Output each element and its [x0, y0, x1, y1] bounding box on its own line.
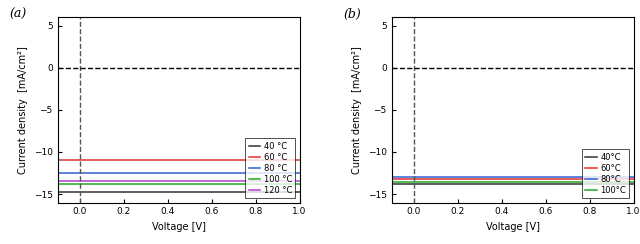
- 60 °C: [198, 159, 205, 162]
- 60 °C: [202, 159, 209, 162]
- 80 °C: [202, 172, 209, 174]
- 80 °C: [197, 172, 205, 174]
- 80 °C: [296, 172, 303, 174]
- 60°C: [531, 177, 539, 180]
- 80°C: [388, 176, 396, 179]
- 60 °C: [258, 159, 266, 162]
- 40°C: [531, 183, 539, 185]
- Legend: 40°C, 60°C, 80°C, 100°C: 40°C, 60°C, 80°C, 100°C: [582, 149, 629, 198]
- 60 °C: [197, 159, 205, 162]
- 120 °C: [202, 180, 209, 183]
- 60°C: [536, 177, 543, 180]
- 100°C: [592, 181, 600, 184]
- 100 °C: [258, 183, 266, 185]
- 60°C: [630, 177, 637, 180]
- 100°C: [532, 181, 540, 184]
- 40 °C: [202, 191, 209, 194]
- Y-axis label: Current density  [mA/cm²]: Current density [mA/cm²]: [352, 46, 362, 174]
- 60 °C: [296, 159, 303, 162]
- 40 °C: [198, 191, 205, 194]
- 80 °C: [54, 172, 62, 174]
- 40 °C: [258, 191, 266, 194]
- 40 °C: [54, 191, 62, 194]
- 120 °C: [296, 180, 303, 183]
- 60°C: [592, 177, 600, 180]
- 100°C: [531, 181, 539, 184]
- 80°C: [630, 176, 637, 179]
- 40°C: [532, 183, 540, 185]
- 100 °C: [273, 183, 281, 185]
- 60°C: [532, 177, 540, 180]
- 120 °C: [198, 180, 205, 183]
- 80 °C: [54, 172, 61, 174]
- 40 °C: [197, 191, 205, 194]
- 120 °C: [54, 180, 62, 183]
- 60°C: [388, 177, 396, 180]
- Y-axis label: Current density  [mA/cm²]: Current density [mA/cm²]: [18, 46, 28, 174]
- 80°C: [388, 176, 396, 179]
- 100 °C: [54, 183, 62, 185]
- 40°C: [388, 183, 396, 185]
- 60 °C: [54, 159, 61, 162]
- 100°C: [536, 181, 543, 184]
- 60 °C: [273, 159, 281, 162]
- 100 °C: [202, 183, 209, 185]
- 80°C: [531, 176, 539, 179]
- 80 °C: [258, 172, 266, 174]
- 40°C: [592, 183, 600, 185]
- 100 °C: [54, 183, 61, 185]
- X-axis label: Voltage [V]: Voltage [V]: [152, 222, 205, 232]
- 40 °C: [273, 191, 281, 194]
- 80 °C: [198, 172, 205, 174]
- 40°C: [536, 183, 543, 185]
- 40°C: [607, 183, 615, 185]
- 100°C: [607, 181, 615, 184]
- 100°C: [388, 181, 396, 184]
- Text: (a): (a): [9, 8, 26, 21]
- 40 °C: [54, 191, 61, 194]
- 80 °C: [273, 172, 281, 174]
- X-axis label: Voltage [V]: Voltage [V]: [486, 222, 540, 232]
- Text: (b): (b): [343, 8, 361, 21]
- 40 °C: [296, 191, 303, 194]
- 120 °C: [197, 180, 205, 183]
- 80°C: [532, 176, 540, 179]
- 60 °C: [54, 159, 62, 162]
- 120 °C: [54, 180, 61, 183]
- 80°C: [607, 176, 615, 179]
- 60°C: [607, 177, 615, 180]
- 100°C: [630, 181, 637, 184]
- 100 °C: [198, 183, 205, 185]
- 100 °C: [296, 183, 303, 185]
- 120 °C: [258, 180, 266, 183]
- 100°C: [388, 181, 396, 184]
- 120 °C: [273, 180, 281, 183]
- 80°C: [536, 176, 543, 179]
- 40°C: [388, 183, 396, 185]
- 100 °C: [197, 183, 205, 185]
- Legend: 40 °C, 60 °C, 80 °C, 100 °C, 120 °C: 40 °C, 60 °C, 80 °C, 100 °C, 120 °C: [245, 138, 296, 198]
- 80°C: [592, 176, 600, 179]
- 40°C: [630, 183, 637, 185]
- 60°C: [388, 177, 396, 180]
